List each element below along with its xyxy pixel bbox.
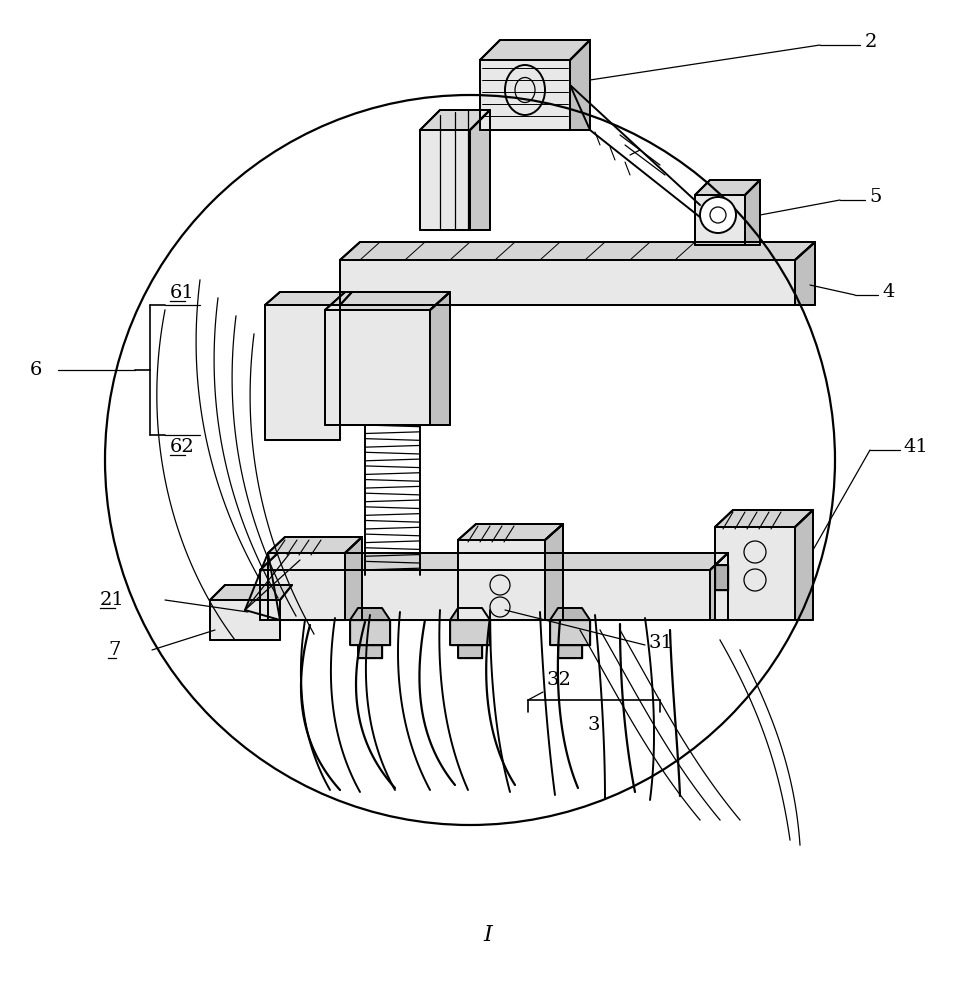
Polygon shape [420, 130, 470, 230]
Polygon shape [458, 645, 482, 658]
Polygon shape [350, 608, 390, 620]
Circle shape [700, 197, 736, 233]
Polygon shape [210, 600, 280, 640]
Polygon shape [795, 242, 815, 305]
Polygon shape [430, 292, 450, 425]
Polygon shape [265, 305, 340, 440]
Text: 21: 21 [100, 591, 125, 609]
Polygon shape [695, 195, 745, 245]
Text: 61: 61 [170, 284, 195, 302]
Polygon shape [710, 553, 728, 620]
Polygon shape [715, 565, 728, 590]
Polygon shape [350, 620, 390, 645]
Polygon shape [345, 537, 362, 620]
Polygon shape [325, 292, 450, 310]
Polygon shape [470, 110, 490, 230]
Polygon shape [558, 645, 582, 658]
Text: 5: 5 [869, 188, 881, 206]
Polygon shape [715, 527, 795, 620]
Polygon shape [545, 524, 563, 620]
Polygon shape [480, 40, 590, 60]
Polygon shape [450, 608, 490, 620]
Text: 31: 31 [648, 634, 672, 652]
Polygon shape [268, 553, 345, 620]
Text: 41: 41 [903, 438, 928, 456]
Polygon shape [260, 553, 728, 570]
Text: 3: 3 [588, 716, 600, 734]
Text: 62: 62 [170, 438, 195, 456]
Polygon shape [550, 608, 590, 620]
Polygon shape [458, 540, 545, 620]
Text: 7: 7 [108, 641, 120, 659]
Polygon shape [795, 510, 813, 620]
Text: 4: 4 [882, 283, 894, 301]
Polygon shape [210, 585, 292, 600]
Polygon shape [745, 180, 760, 245]
Text: 6: 6 [30, 361, 42, 379]
Polygon shape [260, 570, 710, 620]
Polygon shape [420, 110, 490, 130]
Polygon shape [715, 510, 813, 527]
Polygon shape [358, 645, 382, 658]
Polygon shape [695, 180, 760, 195]
Text: 32: 32 [546, 671, 571, 689]
Polygon shape [265, 292, 352, 305]
Polygon shape [340, 242, 815, 260]
Polygon shape [340, 260, 795, 305]
Polygon shape [325, 310, 430, 425]
Text: 2: 2 [865, 33, 877, 51]
Polygon shape [458, 524, 563, 540]
Text: I: I [484, 924, 492, 946]
Polygon shape [570, 40, 590, 130]
Polygon shape [550, 620, 590, 645]
Polygon shape [268, 537, 362, 553]
Polygon shape [450, 620, 490, 645]
Polygon shape [480, 60, 570, 130]
